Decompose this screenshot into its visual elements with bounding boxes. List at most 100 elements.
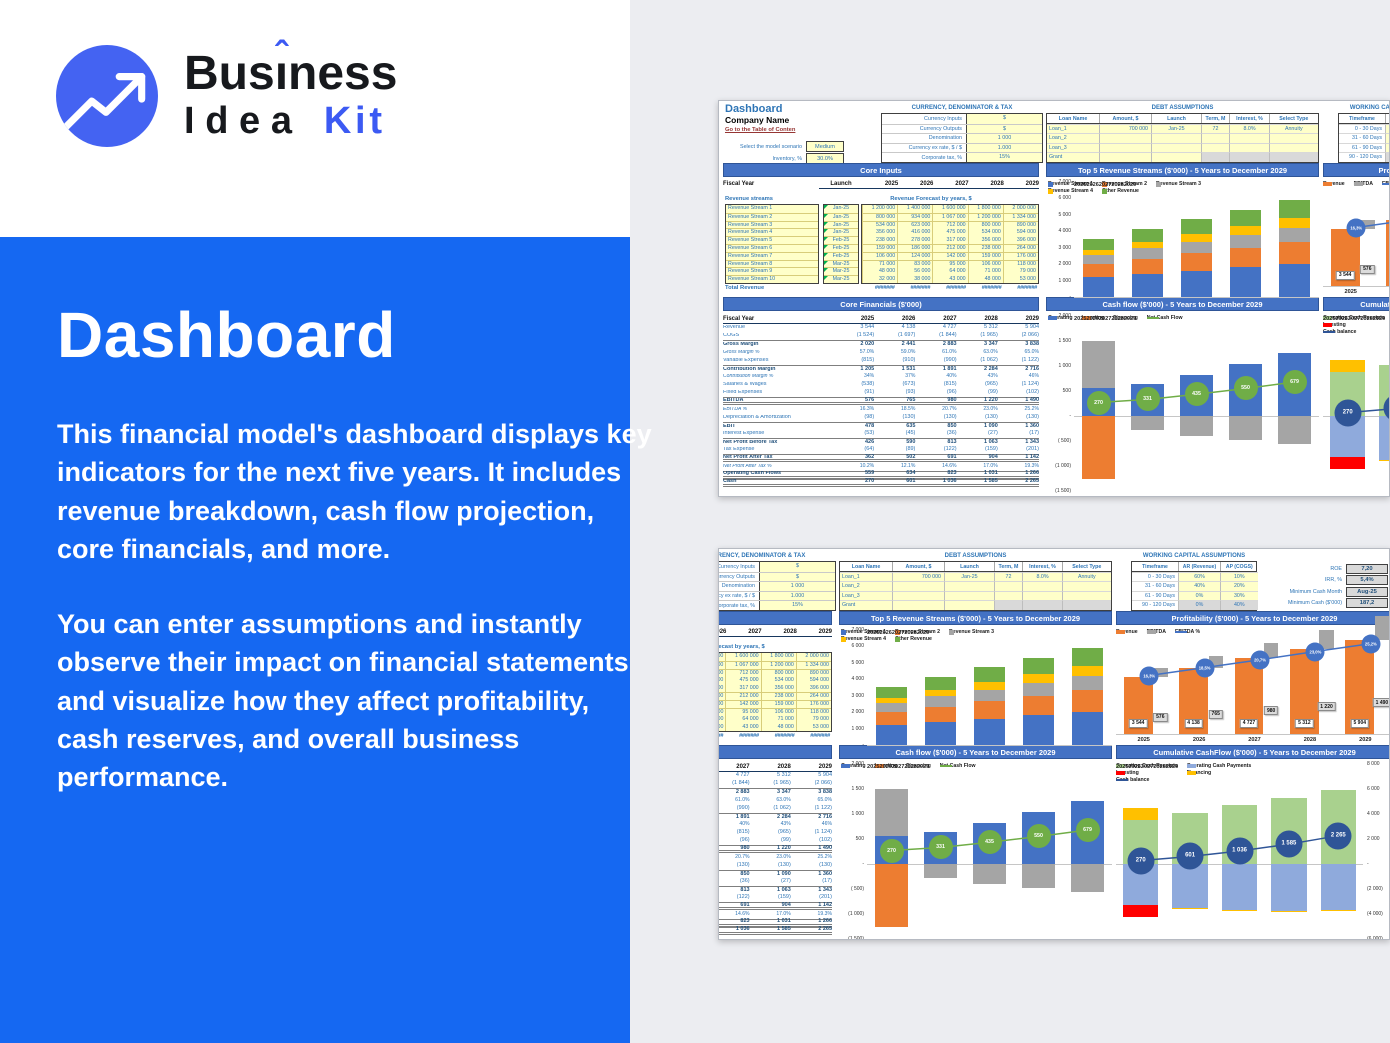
forecast-cell[interactable]: 1 200 000 <box>862 205 898 213</box>
wc-input-cell[interactable]: 0% <box>1178 590 1220 601</box>
loan-input-cell[interactable] <box>994 581 1022 591</box>
forecast-cell[interactable]: 934 000 <box>719 661 726 670</box>
wc-input-cell[interactable]: 40% <box>1220 600 1258 610</box>
loan-input-cell[interactable] <box>944 600 994 610</box>
forecast-cell[interactable]: 43 000 <box>932 276 968 284</box>
forecast-cell[interactable]: 176 000 <box>1002 252 1038 261</box>
assumption-input-cell[interactable]: 1 000 <box>966 134 1042 143</box>
launch-month-cell[interactable]: Mar-25 <box>824 267 858 276</box>
loan-input-cell[interactable]: Annuity <box>1062 572 1111 582</box>
forecast-cell[interactable]: 238 000 <box>967 244 1003 253</box>
assumption-input-cell[interactable]: 15% <box>966 153 1042 162</box>
loan-input-cell[interactable] <box>1269 133 1318 143</box>
forecast-cell[interactable]: 1 600 000 <box>932 205 968 213</box>
loan-input-cell[interactable]: Jan-25 <box>1151 124 1201 134</box>
forecast-cell[interactable]: 71 000 <box>967 268 1003 276</box>
launch-month-cell[interactable]: Mar-25 <box>824 275 858 283</box>
revenue-stream-name-cell[interactable]: Revenue Stream 4 <box>726 228 818 237</box>
assumption-input-cell[interactable]: 1.000 <box>966 143 1042 153</box>
loan-input-cell[interactable]: Loan_3 <box>840 590 892 601</box>
loan-input-cell[interactable] <box>1201 142 1229 153</box>
wc-input-cell[interactable]: 40% <box>1178 581 1220 591</box>
forecast-cell[interactable]: 83 000 <box>897 260 933 268</box>
loan-input-cell[interactable]: Grant <box>1047 152 1099 162</box>
forecast-cell[interactable]: 212 000 <box>725 692 761 701</box>
wc-input-cell[interactable]: 20% <box>1220 581 1258 591</box>
loan-input-cell[interactable] <box>1201 133 1229 143</box>
loan-input-cell[interactable]: Loan_2 <box>1047 133 1099 143</box>
loan-input-cell[interactable] <box>1229 152 1269 162</box>
forecast-cell[interactable]: 159 000 <box>967 252 1003 261</box>
forecast-cell[interactable]: 534 000 <box>760 677 796 685</box>
wc-input-cell[interactable]: 0% <box>1178 600 1220 610</box>
loan-input-cell[interactable] <box>1062 590 1111 601</box>
loan-input-cell[interactable]: 700 000 <box>892 572 944 582</box>
revenue-stream-name-cell[interactable]: Revenue Stream 8 <box>726 259 818 268</box>
forecast-cell[interactable]: 64 000 <box>932 268 968 276</box>
loan-input-cell[interactable] <box>1099 142 1151 153</box>
loan-input-cell[interactable] <box>1062 581 1111 591</box>
forecast-cell[interactable]: 53 000 <box>795 724 831 732</box>
forecast-cell[interactable]: 356 000 <box>967 237 1003 245</box>
forecast-cell[interactable]: 124 000 <box>897 252 933 261</box>
forecast-cell[interactable]: 890 000 <box>1002 221 1038 229</box>
revenue-stream-name-cell[interactable]: Revenue Stream 7 <box>726 251 818 260</box>
forecast-cell[interactable]: 934 000 <box>897 213 933 222</box>
forecast-cell[interactable]: 712 000 <box>725 669 761 677</box>
loan-input-cell[interactable] <box>1201 152 1229 162</box>
wc-input-cell[interactable]: 60% <box>1178 572 1220 582</box>
forecast-cell[interactable]: 43 000 <box>725 724 761 732</box>
loan-input-cell[interactable]: Grant <box>840 600 892 610</box>
assumption-input-cell[interactable]: $ <box>966 124 1042 134</box>
loan-input-cell[interactable] <box>994 600 1022 610</box>
launch-month-cell[interactable]: Jan-25 <box>824 220 858 229</box>
table-of-contents-link[interactable]: Go to the Table of Conten <box>725 127 796 133</box>
assumption-input-cell[interactable]: $ <box>966 114 1042 124</box>
forecast-cell[interactable]: 396 000 <box>1002 237 1038 245</box>
forecast-cell[interactable]: 118 000 <box>1002 260 1038 268</box>
loan-input-cell[interactable] <box>1269 152 1318 162</box>
forecast-cell[interactable]: 356 000 <box>760 685 796 693</box>
assumption-input-cell[interactable]: $ <box>759 572 835 582</box>
forecast-cell[interactable]: 356 000 <box>862 229 898 237</box>
forecast-cell[interactable]: 56 000 <box>897 268 933 276</box>
wc-input-cell[interactable]: 0% <box>1385 142 1389 153</box>
wc-input-cell[interactable]: 31 - 60 Days <box>1132 581 1178 591</box>
forecast-cell[interactable]: 71 000 <box>760 716 796 724</box>
loan-input-cell[interactable] <box>1269 142 1318 153</box>
loan-input-cell[interactable]: 8.0% <box>1229 124 1269 134</box>
wc-input-cell[interactable]: 90 - 120 Days <box>1339 152 1385 162</box>
assumption-input-cell[interactable]: 1 000 <box>759 582 835 591</box>
forecast-cell[interactable]: 79 000 <box>1002 268 1038 276</box>
forecast-cell[interactable]: 475 000 <box>932 229 968 237</box>
revenue-stream-name-cell[interactable]: Revenue Stream 3 <box>726 220 818 229</box>
forecast-cell[interactable]: 317 000 <box>725 685 761 693</box>
forecast-cell[interactable]: 142 000 <box>725 700 761 709</box>
forecast-cell[interactable]: 1 067 000 <box>725 661 761 670</box>
wc-input-cell[interactable]: 61 - 90 Days <box>1339 142 1385 153</box>
forecast-cell[interactable]: 118 000 <box>795 708 831 716</box>
forecast-cell[interactable]: 2 000 000 <box>1002 205 1038 213</box>
loan-input-cell[interactable] <box>1099 152 1151 162</box>
assumption-input-cell[interactable]: 1.000 <box>759 591 835 601</box>
loan-input-cell[interactable]: Loan_3 <box>1047 142 1099 153</box>
forecast-cell[interactable]: 416 000 <box>897 229 933 237</box>
forecast-cell[interactable]: 1 800 000 <box>967 205 1003 213</box>
wc-input-cell[interactable]: 30% <box>1220 590 1258 601</box>
loan-input-cell[interactable] <box>892 600 944 610</box>
wc-input-cell[interactable]: 60% <box>1385 124 1389 134</box>
forecast-cell[interactable]: 534 000 <box>967 229 1003 237</box>
forecast-cell[interactable]: 317 000 <box>932 237 968 245</box>
forecast-cell[interactable]: 83 000 <box>719 708 726 716</box>
wc-input-cell[interactable]: 0% <box>1385 152 1389 162</box>
loan-input-cell[interactable] <box>1229 133 1269 143</box>
launch-month-cell[interactable]: Jan-25 <box>824 212 858 221</box>
forecast-cell[interactable]: 264 000 <box>1002 244 1038 253</box>
assumption-input-cell[interactable]: 15% <box>759 601 835 610</box>
loan-input-cell[interactable]: Loan_1 <box>840 572 892 582</box>
loan-input-cell[interactable] <box>1151 152 1201 162</box>
revenue-stream-name-cell[interactable]: Revenue Stream 5 <box>726 236 818 244</box>
forecast-cell[interactable]: 71 000 <box>862 260 898 268</box>
forecast-cell[interactable]: 38 000 <box>719 724 726 732</box>
revenue-stream-name-cell[interactable]: Revenue Stream 10 <box>726 275 818 283</box>
